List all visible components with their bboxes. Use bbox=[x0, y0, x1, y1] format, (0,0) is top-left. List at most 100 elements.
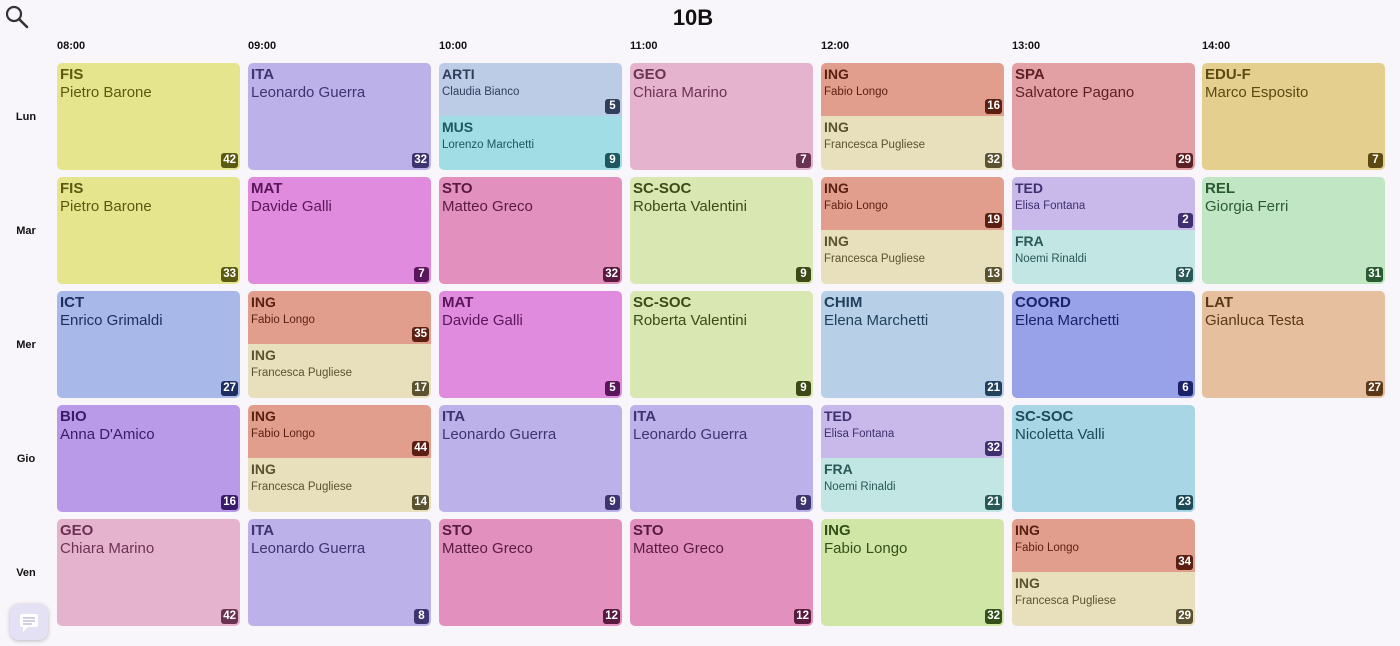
lesson-cell[interactable]: MAT Davide Galli 7 bbox=[248, 177, 431, 284]
search-button[interactable] bbox=[4, 4, 30, 30]
room-badge: 27 bbox=[1366, 381, 1383, 396]
lesson-teacher: Leonardo Guerra bbox=[442, 426, 557, 443]
lesson-cell[interactable]: ING Francesca Pugliese 13 bbox=[821, 230, 1004, 284]
lesson-subject: GEO bbox=[60, 522, 94, 539]
room-badge: 12 bbox=[603, 609, 620, 624]
room-badge: 14 bbox=[412, 495, 429, 510]
lesson-subject: ING bbox=[824, 119, 849, 135]
lesson-teacher: Davide Galli bbox=[442, 312, 523, 329]
lesson-teacher: Anna D'Amico bbox=[60, 426, 155, 443]
lesson-teacher: Fabio Longo bbox=[251, 314, 315, 326]
lesson-cell[interactable]: FRA Noemi Rinaldi 37 bbox=[1012, 230, 1195, 284]
lesson-cell[interactable]: MUS Lorenzo Marchetti 9 bbox=[439, 116, 622, 170]
lesson-subject: LAT bbox=[1205, 294, 1234, 311]
time-label: 13:00 bbox=[1012, 40, 1041, 52]
lesson-cell[interactable]: EDU-F Marco Esposito 7 bbox=[1202, 63, 1385, 170]
lesson-cell[interactable]: ITA Leonardo Guerra 32 bbox=[248, 63, 431, 170]
lesson-teacher: Pietro Barone bbox=[60, 84, 152, 101]
lesson-cell[interactable]: FIS Pietro Barone 42 bbox=[57, 63, 240, 170]
lesson-teacher: Matteo Greco bbox=[633, 540, 724, 557]
time-label: 14:00 bbox=[1202, 40, 1231, 52]
lesson-cell[interactable]: GEO Chiara Marino 42 bbox=[57, 519, 240, 626]
lesson-teacher: Leonardo Guerra bbox=[633, 426, 748, 443]
day-label: Gio bbox=[16, 452, 36, 465]
lesson-cell[interactable]: ING Fabio Longo 16 bbox=[821, 63, 1004, 116]
lesson-cell[interactable]: BIO Anna D'Amico 16 bbox=[57, 405, 240, 512]
room-badge: 12 bbox=[794, 609, 811, 624]
lesson-teacher: Salvatore Pagano bbox=[1015, 84, 1135, 101]
lesson-cell[interactable]: ITA Leonardo Guerra 9 bbox=[630, 405, 813, 512]
lesson-teacher: Pietro Barone bbox=[60, 198, 152, 215]
lesson-subject: CHIM bbox=[824, 294, 863, 311]
room-badge: 29 bbox=[1176, 609, 1193, 624]
chat-icon bbox=[20, 614, 38, 632]
room-badge: 19 bbox=[985, 213, 1002, 228]
lesson-cell[interactable]: SC-SOC Nicoletta Valli 23 bbox=[1012, 405, 1195, 512]
lesson-teacher: Noemi Rinaldi bbox=[1015, 253, 1087, 265]
time-label: 08:00 bbox=[57, 40, 86, 52]
lesson-teacher: Fabio Longo bbox=[1015, 542, 1079, 554]
lesson-cell[interactable]: SPA Salvatore Pagano 29 bbox=[1012, 63, 1195, 170]
lesson-subject: STO bbox=[633, 522, 664, 539]
lesson-teacher: Francesca Pugliese bbox=[1015, 595, 1116, 607]
lesson-cell[interactable]: ING Fabio Longo 44 bbox=[248, 405, 431, 458]
lesson-cell[interactable]: ING Fabio Longo 32 bbox=[821, 519, 1004, 626]
lesson-cell[interactable]: ING Francesca Pugliese 29 bbox=[1012, 572, 1195, 626]
lesson-cell[interactable]: TED Elisa Fontana 2 bbox=[1012, 177, 1195, 230]
lesson-subject: MAT bbox=[442, 294, 474, 311]
room-badge: 13 bbox=[985, 267, 1002, 282]
lesson-cell[interactable]: ITA Leonardo Guerra 9 bbox=[439, 405, 622, 512]
lesson-cell[interactable]: MAT Davide Galli 5 bbox=[439, 291, 622, 398]
lesson-cell[interactable]: REL Giorgia Ferri 31 bbox=[1202, 177, 1385, 284]
lesson-teacher: Enrico Grimaldi bbox=[60, 312, 163, 329]
lesson-cell[interactable]: ARTI Claudia Bianco 5 bbox=[439, 63, 622, 116]
lesson-cell[interactable]: FIS Pietro Barone 33 bbox=[57, 177, 240, 284]
lesson-teacher: Fabio Longo bbox=[251, 428, 315, 440]
lesson-subject: MUS bbox=[442, 119, 474, 135]
lesson-subject: ING bbox=[824, 66, 849, 82]
room-badge: 21 bbox=[985, 495, 1002, 510]
lesson-cell[interactable]: ING Fabio Longo 19 bbox=[821, 177, 1004, 230]
room-badge: 34 bbox=[1176, 555, 1193, 570]
room-badge: 42 bbox=[221, 609, 238, 624]
lesson-cell[interactable]: TED Elisa Fontana 32 bbox=[821, 405, 1004, 458]
page-title: 10B bbox=[672, 5, 714, 30]
day-label: Mer bbox=[16, 338, 36, 351]
lesson-teacher: Fabio Longo bbox=[824, 540, 908, 557]
lesson-cell[interactable]: ING Francesca Pugliese 32 bbox=[821, 116, 1004, 170]
lesson-cell[interactable]: SC-SOC Roberta Valentini 9 bbox=[630, 291, 813, 398]
search-icon bbox=[5, 5, 29, 29]
lesson-subject: BIO bbox=[60, 408, 87, 425]
lesson-cell[interactable]: ING Fabio Longo 34 bbox=[1012, 519, 1195, 572]
lesson-cell[interactable]: SC-SOC Roberta Valentini 9 bbox=[630, 177, 813, 284]
lesson-cell[interactable]: ING Fabio Longo 35 bbox=[248, 291, 431, 344]
lesson-teacher: Fabio Longo bbox=[824, 86, 888, 98]
lesson-cell[interactable]: STO Matteo Greco 32 bbox=[439, 177, 622, 284]
room-badge: 7 bbox=[1368, 153, 1383, 168]
lesson-cell[interactable]: STO Matteo Greco 12 bbox=[439, 519, 622, 626]
lesson-subject: EDU-F bbox=[1205, 66, 1251, 83]
lesson-cell[interactable]: COORD Elena Marchetti 6 bbox=[1012, 291, 1195, 398]
chat-button[interactable] bbox=[10, 604, 48, 640]
lesson-teacher: Roberta Valentini bbox=[633, 198, 747, 215]
lesson-subject: STO bbox=[442, 180, 473, 197]
lesson-subject: TED bbox=[824, 408, 852, 424]
lesson-cell[interactable]: ING Francesca Pugliese 14 bbox=[248, 458, 431, 512]
lesson-subject: ITA bbox=[251, 66, 275, 83]
lesson-cell[interactable]: ITA Leonardo Guerra 8 bbox=[248, 519, 431, 626]
lesson-teacher: Elena Marchetti bbox=[824, 312, 929, 329]
lesson-cell[interactable]: STO Matteo Greco 12 bbox=[630, 519, 813, 626]
lesson-cell[interactable]: CHIM Elena Marchetti 21 bbox=[821, 291, 1004, 398]
lesson-cell[interactable]: ICT Enrico Grimaldi 27 bbox=[57, 291, 240, 398]
lesson-cell[interactable]: LAT Gianluca Testa 27 bbox=[1202, 291, 1385, 398]
lesson-cell[interactable]: GEO Chiara Marino 7 bbox=[630, 63, 813, 170]
room-badge: 21 bbox=[985, 381, 1002, 396]
lesson-cell[interactable]: FRA Noemi Rinaldi 21 bbox=[821, 458, 1004, 512]
lesson-teacher: Francesca Pugliese bbox=[251, 481, 352, 493]
room-badge: 7 bbox=[796, 153, 811, 168]
lesson-cell[interactable]: ING Francesca Pugliese 17 bbox=[248, 344, 431, 398]
room-badge: 16 bbox=[985, 99, 1002, 114]
lesson-subject: GEO bbox=[633, 66, 667, 83]
lesson-subject: FRA bbox=[1015, 233, 1044, 249]
lesson-subject: SC-SOC bbox=[1015, 408, 1074, 425]
